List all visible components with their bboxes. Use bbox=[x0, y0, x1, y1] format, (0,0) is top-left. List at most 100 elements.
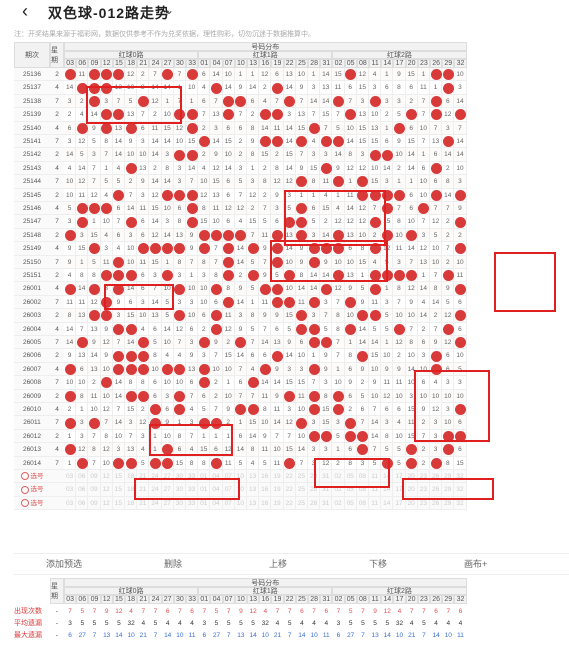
table-cell[interactable]: 8 bbox=[76, 269, 89, 283]
table-cell[interactable]: 6 bbox=[417, 376, 430, 390]
table-cell[interactable]: 6 bbox=[186, 376, 199, 390]
table-cell[interactable]: 9 bbox=[271, 309, 284, 323]
table-cell[interactable]: 2 bbox=[149, 161, 162, 176]
table-cell[interactable]: 14 bbox=[405, 148, 418, 162]
table-cell[interactable]: 7 bbox=[417, 135, 430, 149]
select-cell[interactable]: 29 bbox=[442, 483, 455, 497]
table-cell[interactable]: 3 bbox=[320, 376, 333, 390]
select-cell[interactable]: 23 bbox=[417, 470, 430, 484]
table-cell[interactable]: 5 bbox=[259, 215, 272, 229]
table-cell[interactable]: 8 bbox=[88, 443, 101, 457]
table-cell[interactable]: 1 bbox=[64, 456, 77, 470]
table-cell[interactable]: 3 bbox=[112, 443, 125, 457]
table-cell[interactable]: 8 bbox=[393, 215, 406, 229]
table-cell[interactable] bbox=[454, 336, 467, 350]
table-cell[interactable]: 2 bbox=[356, 376, 369, 390]
select-cell[interactable]: 08 bbox=[356, 470, 369, 484]
table-cell[interactable]: 14 bbox=[234, 443, 247, 457]
table-cell[interactable]: 9 bbox=[210, 336, 223, 350]
table-cell[interactable]: 8 bbox=[100, 429, 113, 444]
table-cell[interactable]: 6 bbox=[234, 376, 247, 390]
table-cell[interactable] bbox=[271, 81, 284, 95]
select-cell[interactable]: 33 bbox=[186, 496, 199, 511]
table-cell[interactable] bbox=[308, 403, 321, 417]
table-cell[interactable]: 8 bbox=[247, 309, 260, 323]
table-cell[interactable]: 15 bbox=[356, 121, 369, 135]
table-cell[interactable]: 10 bbox=[417, 389, 430, 403]
table-cell[interactable] bbox=[295, 416, 308, 430]
table-cell[interactable]: 4 bbox=[198, 81, 211, 95]
table-cell[interactable]: 15 bbox=[149, 202, 162, 216]
table-cell[interactable]: 2 bbox=[442, 255, 455, 269]
table-cell[interactable]: 6 bbox=[393, 403, 406, 417]
table-cell[interactable]: 14 bbox=[149, 135, 162, 149]
table-cell[interactable]: 6 bbox=[417, 336, 430, 350]
table-cell[interactable]: 7 bbox=[112, 336, 125, 350]
table-cell[interactable]: 2 bbox=[430, 309, 443, 323]
table-cell[interactable]: 11 bbox=[222, 309, 235, 323]
table-cell[interactable]: 9 bbox=[259, 429, 272, 444]
table-cell[interactable]: 14 bbox=[320, 94, 333, 109]
table-cell[interactable]: 5 bbox=[112, 175, 125, 189]
table-cell[interactable]: 6 bbox=[112, 228, 125, 243]
table-cell[interactable]: 10 bbox=[369, 362, 382, 377]
select-row-label[interactable]: 选号 bbox=[14, 496, 50, 511]
table-cell[interactable]: 14 bbox=[149, 148, 162, 162]
table-cell[interactable] bbox=[259, 135, 272, 149]
table-cell[interactable]: 11 bbox=[454, 269, 467, 283]
table-cell[interactable]: 5 bbox=[247, 255, 260, 269]
select-cell[interactable]: 01 bbox=[198, 470, 211, 484]
table-cell[interactable]: 8 bbox=[247, 443, 260, 457]
table-cell[interactable] bbox=[332, 389, 345, 403]
table-cell[interactable]: 10 bbox=[125, 255, 138, 269]
table-cell[interactable]: 1 bbox=[308, 349, 321, 363]
table-cell[interactable]: 14 bbox=[308, 94, 321, 109]
table-cell[interactable] bbox=[64, 68, 77, 82]
table-cell[interactable] bbox=[442, 429, 455, 444]
table-cell[interactable]: 11 bbox=[320, 175, 333, 189]
table-cell[interactable]: 14 bbox=[234, 242, 247, 256]
table-cell[interactable] bbox=[198, 228, 211, 243]
table-cell[interactable]: 9 bbox=[259, 309, 272, 323]
select-cell[interactable]: 12 bbox=[100, 470, 113, 484]
table-cell[interactable]: 15 bbox=[356, 81, 369, 95]
table-cell[interactable]: 15 bbox=[149, 255, 162, 269]
table-cell[interactable]: 2 bbox=[222, 336, 235, 350]
table-cell[interactable]: 3 bbox=[234, 161, 247, 176]
chevron-down-icon[interactable]: ⌄ bbox=[164, 3, 175, 17]
table-cell[interactable]: 4 bbox=[161, 349, 174, 363]
table-cell[interactable] bbox=[125, 362, 138, 377]
table-cell[interactable]: 7 bbox=[100, 416, 113, 430]
table-cell[interactable]: 8 bbox=[186, 456, 199, 470]
table-cell[interactable]: 3 bbox=[247, 175, 260, 189]
select-cell[interactable]: 07 bbox=[222, 483, 235, 497]
select-cell[interactable]: 27 bbox=[161, 470, 174, 484]
table-cell[interactable]: 1 bbox=[430, 81, 443, 95]
table-cell[interactable]: 9 bbox=[161, 416, 174, 430]
table-cell[interactable] bbox=[149, 416, 162, 430]
table-cell[interactable] bbox=[259, 108, 272, 122]
table-cell[interactable] bbox=[271, 255, 284, 269]
table-cell[interactable]: 14 bbox=[430, 295, 443, 310]
table-cell[interactable]: 7 bbox=[234, 362, 247, 377]
table-cell[interactable]: 6 bbox=[405, 121, 418, 135]
table-cell[interactable] bbox=[295, 135, 308, 149]
table-cell[interactable] bbox=[222, 94, 235, 109]
table-cell[interactable]: 4 bbox=[100, 188, 113, 202]
table-cell[interactable]: 7 bbox=[76, 322, 89, 336]
table-cell[interactable]: 14 bbox=[64, 322, 77, 336]
table-cell[interactable]: 7 bbox=[430, 202, 443, 216]
table-cell[interactable]: 3 bbox=[100, 242, 113, 256]
table-cell[interactable]: 11 bbox=[259, 389, 272, 403]
table-cell[interactable]: 10 bbox=[112, 429, 125, 444]
table-cell[interactable] bbox=[173, 362, 186, 377]
table-cell[interactable] bbox=[186, 188, 199, 202]
table-cell[interactable]: 13 bbox=[149, 309, 162, 323]
select-cell[interactable]: 26 bbox=[430, 483, 443, 497]
table-cell[interactable]: 2 bbox=[198, 121, 211, 135]
table-cell[interactable]: 11 bbox=[369, 295, 382, 310]
table-cell[interactable]: 3 bbox=[417, 228, 430, 243]
table-cell[interactable]: 8 bbox=[405, 336, 418, 350]
select-cell[interactable]: 01 bbox=[198, 483, 211, 497]
table-cell[interactable]: 14 bbox=[161, 322, 174, 336]
